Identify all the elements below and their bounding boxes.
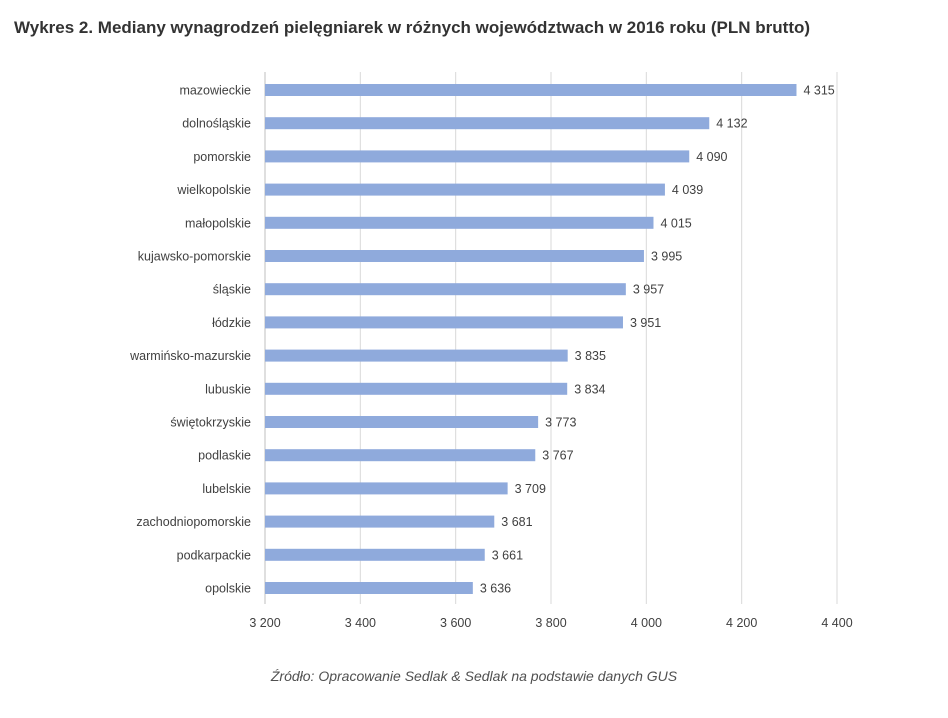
bar: [265, 150, 690, 163]
category-label: łódzkie: [212, 316, 251, 330]
bar: [265, 117, 710, 130]
bar: [265, 382, 568, 395]
category-label: śląskie: [213, 283, 251, 297]
x-tick-labels: 3 200 3 400 3 600 3 800 4 000 4 200 4 400: [249, 616, 852, 630]
value-labels: 4 315 4 132 4 090 4 039 4 015 3 995 3 957 3 951…: [480, 84, 835, 596]
value-label: 3 709: [515, 482, 546, 496]
value-label: 3 773: [545, 416, 576, 430]
category-label: podkarpackie: [177, 548, 251, 562]
bar: [265, 283, 626, 296]
bar: [265, 515, 495, 528]
category-label: mazowieckie: [179, 84, 251, 98]
value-label: 4 315: [803, 84, 834, 98]
category-label: opolskie: [205, 582, 251, 596]
category-label: świętokrzyskie: [170, 416, 251, 430]
x-tick-label: 3 600: [440, 616, 471, 630]
value-label: 3 661: [492, 548, 523, 562]
bar-chart: 4 315 4 132 4 090 4 039 4 015 3 995 3 957 3 951…: [129, 72, 853, 630]
category-label: zachodniopomorskie: [136, 515, 251, 529]
bar: [265, 183, 665, 196]
bars: [265, 84, 797, 594]
category-label: pomorskie: [193, 150, 251, 164]
bar: [265, 416, 539, 428]
x-tick-label: 3 800: [535, 616, 566, 630]
bar: [265, 349, 568, 362]
category-label: warmińsko-mazurskie: [129, 349, 251, 363]
category-labels: mazowieckie dolnośląskie pomorskie wielkopo…: [129, 84, 251, 596]
bar: [265, 548, 485, 561]
value-label: 3 834: [574, 382, 605, 396]
x-tick-label: 3 400: [345, 616, 376, 630]
source-note: Źródło: Opracowanie Sedlak & Sedlak na p…: [270, 668, 678, 684]
bar: [265, 582, 473, 594]
category-label: lubuskie: [205, 382, 251, 396]
category-label: wielkopolskie: [176, 183, 251, 197]
value-label: 3 767: [542, 449, 573, 463]
bar: [265, 250, 644, 262]
x-tick-label: 4 400: [821, 616, 852, 630]
bar: [265, 216, 654, 229]
value-label: 3 681: [501, 515, 532, 529]
value-label: 3 636: [480, 582, 511, 596]
category-label: małopolskie: [185, 216, 251, 230]
value-label: 3 835: [575, 349, 606, 363]
category-label: dolnośląskie: [182, 117, 251, 131]
category-label: lubelskie: [202, 482, 251, 496]
category-label: kujawsko-pomorskie: [138, 250, 251, 264]
value-label: 3 951: [630, 316, 661, 330]
value-label: 4 015: [660, 216, 691, 230]
category-label: podlaskie: [198, 449, 251, 463]
value-label: 3 995: [651, 250, 682, 264]
chart-title: Wykres 2. Mediany wynagrodzeń pielęgniar…: [14, 18, 811, 37]
bar: [265, 316, 623, 329]
bar: [265, 84, 797, 96]
bar: [265, 482, 508, 495]
x-tick-label: 4 200: [726, 616, 757, 630]
value-label: 4 090: [696, 150, 727, 164]
value-label: 3 957: [633, 283, 664, 297]
x-tick-label: 4 000: [631, 616, 662, 630]
x-tick-label: 3 200: [249, 616, 280, 630]
bar: [265, 449, 536, 462]
gridlines: [264, 72, 838, 604]
value-label: 4 132: [716, 117, 747, 131]
value-label: 4 039: [672, 183, 703, 197]
